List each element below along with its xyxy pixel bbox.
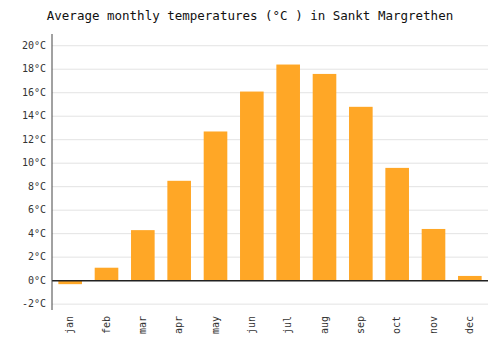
bar [422,229,446,281]
bar [167,181,191,281]
x-tick-label: apr [173,316,184,334]
x-tick-label: aug [319,316,330,334]
x-tick-label: mar [137,316,148,334]
y-axis-line [52,34,53,310]
grid-line [52,280,488,281]
x-tick-label: feb [101,316,112,334]
bar [131,230,155,281]
grid-line [52,163,488,164]
x-tick-label: jun [246,316,257,334]
y-tick-label: 20°C [22,40,46,51]
y-tick-label: 4°C [28,228,46,239]
x-tick-label: jan [64,316,75,334]
grid-line [52,210,488,211]
grid-line [52,116,488,117]
zero-line [52,280,488,282]
y-tick-label: 16°C [22,87,46,98]
bar [313,74,337,281]
bars [58,65,481,285]
x-tick-label: oct [391,316,402,334]
y-tick-label: 0°C [28,275,46,286]
bar [240,92,264,281]
title: Average monthly temperatures (°C ) in Sa… [47,8,453,23]
y-tick-label: 10°C [22,157,46,168]
grid-line [52,304,488,305]
y-ticks: -2°C 0°C 2°C 4°C 6°C 8°C 10°C 12°C 14°C 16°C 18°C 2… [22,40,46,309]
grid-line [52,69,488,70]
y-tick-label: 8°C [28,181,46,192]
chart-container: -2°C 0°C 2°C 4°C 6°C 8°C 10°C 12°C 14°C 16°C 18°C 2… [0,0,500,350]
x-tick-label: dec [464,316,475,334]
chart: -2°C 0°C 2°C 4°C 6°C 8°C 10°C 12°C 14°C 16°C 18°C 2… [0,0,500,350]
grid-line [52,45,488,46]
grid-line [52,92,488,93]
x-ticks: jan feb mar apr may jun jul aug sep oct nov dec [64,316,475,334]
y-tick-label: 2°C [28,251,46,262]
x-tick-label: may [210,316,221,334]
y-tick-label: 12°C [22,134,46,145]
bar [276,65,300,281]
y-tick-label: 18°C [22,63,46,74]
x-tick-label: sep [355,316,366,334]
x-tick-label: nov [428,316,439,334]
bar [385,168,409,281]
y-tick-label: 6°C [28,204,46,215]
grid-line [52,139,488,140]
x-tick-label: jul [282,316,293,334]
grid-line [52,186,488,187]
bar [204,131,228,280]
y-tick-label: 14°C [22,110,46,121]
y-tick-label: -2°C [22,298,46,309]
bar [349,107,373,281]
bar [95,268,119,281]
grid [52,46,488,304]
